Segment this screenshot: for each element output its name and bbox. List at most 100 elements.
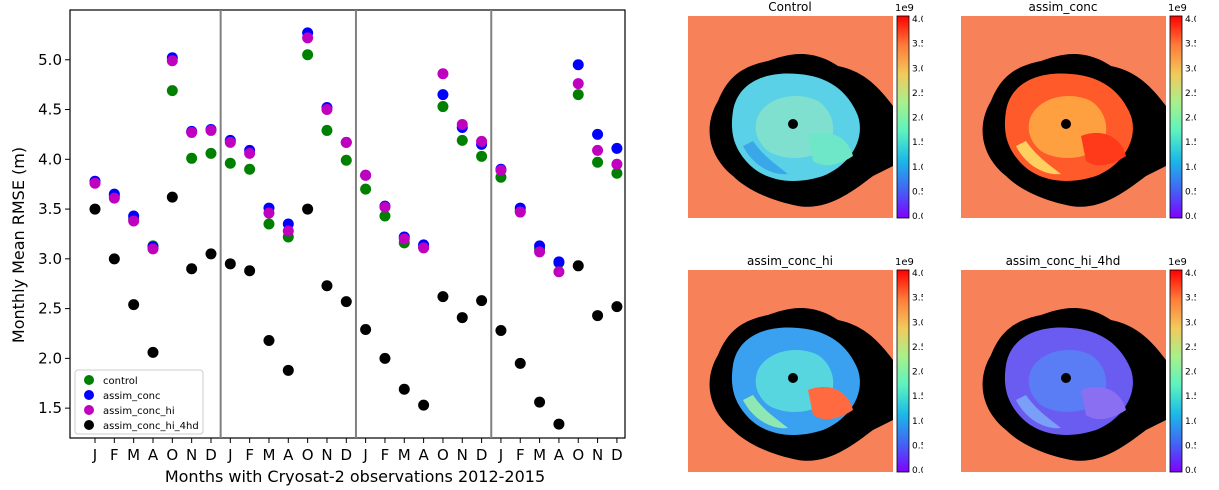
point-assim_conc_hi_4hd [360,324,372,336]
colorbar [1169,269,1183,473]
point-assim_conc [437,89,449,101]
point-assim_conc_hi_4hd [476,295,488,307]
x-tick-label: A [554,446,565,464]
y-tick-label: 2.0 [38,349,62,367]
point-control [360,183,372,195]
point-control [379,210,391,222]
y-tick-label: 5.0 [38,51,62,69]
point-assim_conc_hi_4hd [147,346,159,358]
legend-marker [84,420,94,430]
point-assim_conc_hi [89,177,101,189]
map-title: Control [768,0,811,14]
point-assim_conc_hi [244,147,256,159]
point-assim_conc_hi [514,206,526,218]
point-assim_conc_hi [611,158,623,170]
point-control [263,218,275,230]
colorbar-tick-label: 1.5 [912,392,923,402]
x-tick-label: J [227,446,232,464]
point-assim_conc_hi_4hd [553,418,565,430]
point-assim_conc_hi [379,201,391,213]
map-image [688,270,893,472]
colorbar-tick-label: 2.5 [1185,343,1196,353]
point-control [166,85,178,97]
x-tick-label: N [457,446,468,464]
map-image [961,16,1166,218]
colorbar [896,269,910,473]
plot-border [69,9,626,439]
sea-ice-edge [1016,395,1061,429]
legend-marker [84,390,94,400]
x-tick-label: O [437,446,449,464]
x-tick-label: M [533,446,546,464]
point-assim_conc [611,142,623,154]
point-assim_conc_hi [108,192,120,204]
point-assim_conc_hi_4hd [89,203,101,215]
point-control [456,134,468,146]
colorbar-tick-label: 3.5 [912,294,923,304]
colorbar-tick-label: 4.0 [912,15,923,25]
point-control [476,150,488,162]
point-assim_conc_hi_4hd [205,248,217,260]
colorbar-tick-label: 1.0 [912,417,923,427]
x-tick-label: M [398,446,411,464]
x-tick-label: J [498,446,503,464]
colorbar-tick-label: 4.0 [912,269,923,279]
map-title: assim_conc_hi [747,254,833,268]
colorbar-tick-label: 0.0 [912,466,923,476]
x-tick-label: M [262,446,275,464]
point-control [611,167,623,179]
colorbar [896,15,910,219]
point-assim_conc_hi_4hd [340,296,352,308]
colorbar-tick-label: 3.5 [1185,40,1196,50]
x-tick-label: N [592,446,603,464]
point-assim_conc_hi_4hd [244,265,256,277]
colorbar-exponent: 1e9 [1168,3,1187,14]
y-axis-label: Monthly Mean RMSE (m) [9,147,28,343]
point-assim_conc_hi [495,164,507,176]
sea-ice-edge [743,395,788,429]
point-assim_conc [592,128,604,140]
point-assim_conc [572,59,584,71]
colorbar-tick-label: 1.5 [912,138,923,148]
point-assim_conc_hi [534,246,546,258]
point-assim_conc_hi [166,55,178,67]
colorbar-tick-label: 1.5 [1185,392,1196,402]
x-tick-label: O [166,446,178,464]
colorbar-tick-label: 0.0 [912,212,923,222]
x-tick-label: D [205,446,217,464]
colorbar-tick-label: 0.5 [912,441,923,451]
point-control [592,156,604,168]
x-tick-label: N [321,446,332,464]
point-assim_conc_hi_4hd [108,253,120,265]
colorbar-tick-label: 3.5 [1185,294,1196,304]
x-axis-label: Months with Cryosat-2 observations 2012-… [165,467,545,486]
colorbar-tick-label: 0.5 [1185,441,1196,451]
map-panel-2: assim_conc 1e9 0.0 0.5 1.0 1.5 2.0 2.5 3.0 3.5 4.0 [961,0,1196,222]
point-assim_conc_hi_4hd [166,191,178,203]
map-panel-3: assim_conc_hi 1e9 0.0 0.5 1.0 1.5 2.0 2.5 3.0 3.5… [688,254,923,476]
colorbar [1169,15,1183,219]
y-tick-label: 4.0 [38,150,62,168]
colorbar-tick-label: 0.5 [1185,187,1196,197]
point-control [302,49,314,61]
point-assim_conc_hi [321,104,333,116]
x-tick-label: O [302,446,314,464]
x-tick-label: A [418,446,429,464]
x-tick-label: A [148,446,159,464]
legend-label: assim_conc_hi [103,406,175,417]
year-dividers [219,10,493,438]
colorbar-tick-label: 2.0 [1185,114,1196,124]
colorbar-tick-label: 3.0 [912,64,923,74]
point-assim_conc_hi [224,136,236,148]
point-assim_conc_hi [340,136,352,148]
point-control [186,152,198,164]
land-area [688,16,893,218]
point-assim_conc_hi [553,266,565,278]
sea-ice-sector [808,386,853,420]
point-assim_conc_hi [128,215,140,227]
point-assim_conc_hi [205,124,217,136]
colorbar-tick-label: 2.5 [912,343,923,353]
x-tick-label: J [92,446,97,464]
